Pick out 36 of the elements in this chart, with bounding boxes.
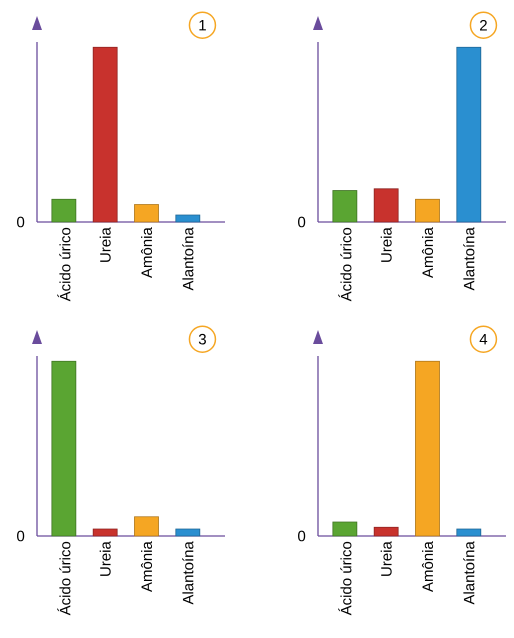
- bar: [415, 198, 440, 222]
- x-tick-label: Ácido úrico: [57, 228, 70, 302]
- text: 0: [17, 530, 24, 542]
- bar: [332, 190, 358, 222]
- x-tick-label: Amônia: [140, 227, 152, 278]
- x-tick-label: Alantoína: [463, 227, 474, 291]
- x-tick-label: Alantoína: [182, 227, 194, 291]
- chart-title: 4: [480, 334, 488, 344]
- x-tick-label: Ácido úrico: [338, 542, 352, 616]
- bar: [332, 522, 358, 536]
- bar: [374, 188, 399, 222]
- bar: [456, 528, 482, 536]
- bar: [51, 198, 76, 222]
- x-tick-label: Amônia: [140, 541, 152, 592]
- text: 0: [17, 216, 24, 228]
- chart-title: 1: [199, 20, 206, 30]
- x-tick-label: Ácido úrico: [57, 542, 70, 616]
- x-tick-label: Amônia: [422, 227, 434, 278]
- bar: [175, 214, 200, 222]
- x-tick-label: Alantoína: [463, 541, 474, 605]
- bar: [456, 46, 482, 222]
- x-tick-label: Ureia: [380, 541, 392, 576]
- bar: [415, 360, 440, 536]
- x-tick-label: Amônia: [422, 541, 434, 592]
- x-tick-label: Alantoína: [182, 541, 194, 605]
- bar: [134, 204, 159, 222]
- text: 0: [298, 216, 306, 228]
- chart-title: 3: [198, 334, 206, 345]
- text: 0: [298, 530, 306, 542]
- chart-title: 2: [480, 20, 487, 30]
- bar: [374, 526, 399, 536]
- bar: [92, 46, 118, 222]
- x-tick-label: Ureia: [100, 541, 111, 576]
- x-tick-label: Ureia: [380, 227, 392, 262]
- x-tick-label: Ureia: [100, 227, 111, 262]
- x-tick-label: Ácido úrico: [338, 228, 352, 302]
